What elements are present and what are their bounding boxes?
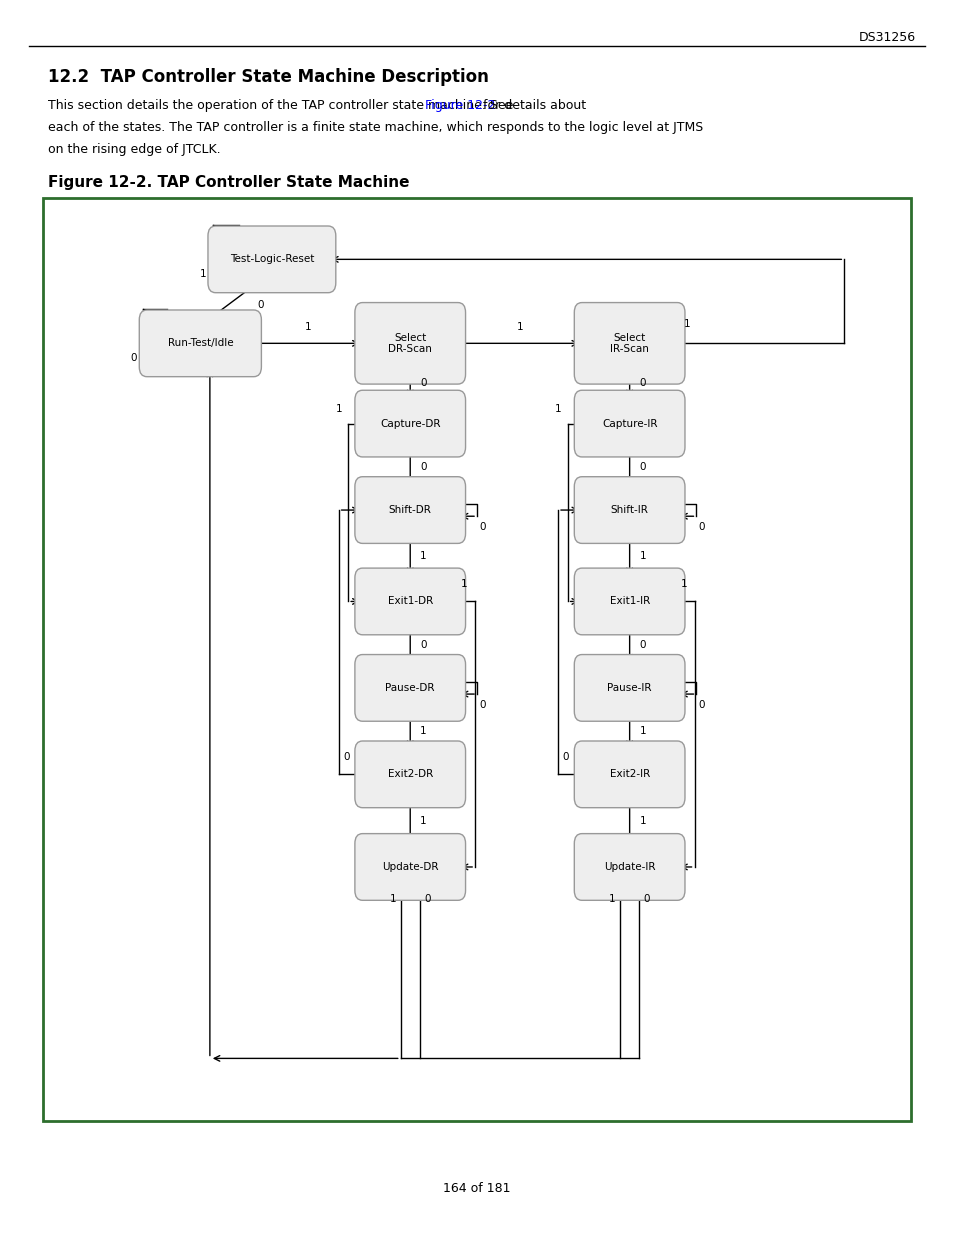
FancyBboxPatch shape (574, 303, 684, 384)
Text: 1: 1 (555, 404, 560, 414)
FancyBboxPatch shape (355, 303, 465, 384)
FancyBboxPatch shape (574, 834, 684, 900)
Text: 164 of 181: 164 of 181 (443, 1182, 510, 1194)
Text: 0: 0 (639, 378, 645, 389)
Text: Capture-DR: Capture-DR (379, 419, 440, 429)
Text: Test-Logic-Reset: Test-Logic-Reset (230, 254, 314, 264)
Text: on the rising edge of JTCLK.: on the rising edge of JTCLK. (48, 143, 220, 157)
Text: Exit2-DR: Exit2-DR (387, 769, 433, 779)
Text: 1: 1 (420, 726, 426, 736)
Text: 0: 0 (420, 378, 426, 389)
FancyBboxPatch shape (574, 390, 684, 457)
FancyBboxPatch shape (574, 477, 684, 543)
Text: Pause-DR: Pause-DR (385, 683, 435, 693)
Text: 1: 1 (639, 551, 645, 561)
Text: 1: 1 (639, 726, 645, 736)
Text: Update-DR: Update-DR (381, 862, 438, 872)
Text: 0: 0 (643, 894, 649, 904)
Text: 1: 1 (683, 319, 689, 329)
FancyBboxPatch shape (43, 198, 910, 1121)
FancyBboxPatch shape (139, 310, 261, 377)
Text: 0: 0 (131, 353, 136, 363)
Text: for details about: for details about (478, 99, 586, 112)
Text: Update-IR: Update-IR (603, 862, 655, 872)
Text: 1: 1 (639, 815, 645, 826)
FancyBboxPatch shape (355, 834, 465, 900)
Text: Figure 12-2: Figure 12-2 (424, 99, 495, 112)
Text: Exit1-IR: Exit1-IR (609, 597, 649, 606)
FancyBboxPatch shape (208, 226, 335, 293)
Text: Capture-IR: Capture-IR (601, 419, 657, 429)
Text: 1: 1 (200, 269, 206, 279)
Text: Exit2-IR: Exit2-IR (609, 769, 649, 779)
Text: 0: 0 (698, 700, 704, 710)
Text: 1: 1 (420, 815, 426, 826)
Text: Shift-IR: Shift-IR (610, 505, 648, 515)
Text: 0: 0 (639, 462, 645, 472)
Text: 1: 1 (461, 579, 467, 589)
FancyBboxPatch shape (574, 741, 684, 808)
Text: 1: 1 (335, 404, 341, 414)
Text: Figure 12-2. TAP Controller State Machine: Figure 12-2. TAP Controller State Machin… (48, 175, 409, 190)
Text: 0: 0 (639, 640, 645, 650)
Text: 0: 0 (343, 752, 350, 762)
FancyBboxPatch shape (355, 390, 465, 457)
FancyBboxPatch shape (355, 741, 465, 808)
FancyBboxPatch shape (355, 477, 465, 543)
Text: 0: 0 (420, 462, 426, 472)
FancyBboxPatch shape (574, 568, 684, 635)
Text: 0: 0 (478, 700, 485, 710)
Text: Select
DR-Scan: Select DR-Scan (388, 332, 432, 354)
Text: Exit1-DR: Exit1-DR (387, 597, 433, 606)
Text: 0: 0 (424, 894, 430, 904)
FancyBboxPatch shape (355, 568, 465, 635)
Text: 0: 0 (562, 752, 569, 762)
Text: 1: 1 (420, 551, 426, 561)
Text: Select
IR-Scan: Select IR-Scan (610, 332, 648, 354)
Text: 1: 1 (305, 322, 311, 332)
Text: 0: 0 (478, 522, 485, 532)
Text: 0: 0 (257, 300, 263, 310)
FancyBboxPatch shape (574, 655, 684, 721)
Text: Run-Test/Idle: Run-Test/Idle (168, 338, 233, 348)
Text: Pause-IR: Pause-IR (607, 683, 651, 693)
Text: 1: 1 (390, 894, 395, 904)
Text: 0: 0 (420, 640, 426, 650)
FancyBboxPatch shape (355, 655, 465, 721)
Text: 1: 1 (680, 579, 686, 589)
Text: DS31256: DS31256 (858, 31, 915, 44)
Text: each of the states. The TAP controller is a finite state machine, which responds: each of the states. The TAP controller i… (48, 121, 702, 135)
Text: 12.2  TAP Controller State Machine Description: 12.2 TAP Controller State Machine Descri… (48, 68, 488, 86)
Text: 1: 1 (517, 322, 522, 332)
Text: 1: 1 (609, 894, 615, 904)
Text: This section details the operation of the TAP controller state machine. See: This section details the operation of th… (48, 99, 517, 112)
Text: Shift-DR: Shift-DR (389, 505, 431, 515)
Text: 0: 0 (698, 522, 704, 532)
